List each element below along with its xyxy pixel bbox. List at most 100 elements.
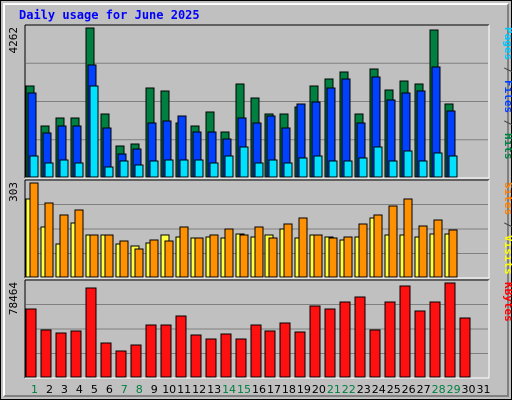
bar-kbytes-day-4 — [70, 330, 82, 378]
bar-pages-day-1 — [29, 155, 39, 178]
legend-entry: / — [502, 215, 512, 235]
bar-pages-day-4 — [74, 162, 84, 178]
bar-kbytes-day-3 — [55, 332, 67, 378]
day-label-31: 31 — [477, 383, 491, 396]
legend-entry: Sites — [502, 182, 512, 215]
bar-pages-day-20 — [313, 155, 323, 178]
bar-sites-day-9 — [149, 239, 159, 278]
legend-kbytes: KBytes — [502, 282, 512, 322]
bar-kbytes-day-19 — [294, 331, 306, 378]
bar-sites-day-10 — [164, 240, 174, 278]
legend-hits-files-pages: Pages / Files / Hits — [502, 27, 512, 160]
frame-bevel — [3, 3, 509, 397]
day-label-20: 20 — [312, 383, 326, 396]
bar-sites-day-16 — [254, 226, 264, 278]
bar-kbytes-day-11 — [175, 315, 187, 378]
bar-kbytes-day-6 — [100, 342, 112, 378]
bar-kbytes-day-22 — [339, 301, 351, 378]
bar-pages-day-7 — [119, 160, 129, 178]
legend-visits-sites: Sites / Visits — [502, 182, 512, 275]
bar-pages-day-17 — [268, 159, 278, 178]
day-label-18: 18 — [282, 383, 296, 396]
bar-kbytes-day-28 — [429, 301, 441, 378]
bar-pages-day-25 — [388, 160, 398, 178]
bar-kbytes-day-26 — [399, 285, 411, 378]
day-label-27: 27 — [417, 383, 431, 396]
bar-kbytes-day-27 — [414, 310, 426, 378]
bar-pages-day-8 — [134, 164, 144, 178]
day-label-12: 12 — [192, 383, 206, 396]
bar-pages-day-28 — [433, 152, 443, 178]
day-label-23: 23 — [357, 383, 371, 396]
bar-pages-day-29 — [448, 155, 458, 178]
bar-pages-day-3 — [59, 159, 69, 178]
day-label-3: 3 — [61, 383, 68, 396]
bar-sites-day-4 — [74, 209, 84, 278]
day-label-13: 13 — [207, 383, 221, 396]
bar-kbytes-day-30 — [459, 317, 471, 378]
day-label-28: 28 — [432, 383, 446, 396]
day-label-9: 9 — [151, 383, 158, 396]
bar-sites-day-19 — [298, 217, 308, 278]
bar-kbytes-day-14 — [220, 333, 232, 378]
bar-sites-day-21 — [328, 237, 338, 278]
bar-sites-day-27 — [418, 225, 428, 278]
day-label-14: 14 — [222, 383, 236, 396]
day-label-4: 4 — [76, 383, 83, 396]
bar-pages-day-11 — [179, 159, 189, 178]
day-label-10: 10 — [162, 383, 176, 396]
ymax-label-visits-sites: 303 — [7, 182, 20, 202]
bar-kbytes-day-17 — [264, 330, 276, 378]
bar-pages-day-9 — [149, 160, 159, 178]
bar-pages-day-15 — [239, 146, 249, 178]
bar-kbytes-day-24 — [369, 329, 381, 378]
bar-kbytes-day-9 — [145, 324, 157, 378]
day-label-1: 1 — [31, 383, 38, 396]
day-label-7: 7 — [121, 383, 128, 396]
bar-pages-day-6 — [104, 166, 114, 178]
day-label-22: 22 — [342, 383, 356, 396]
bar-sites-day-24 — [373, 214, 383, 278]
day-label-5: 5 — [91, 383, 98, 396]
bar-sites-day-7 — [119, 240, 129, 278]
bar-kbytes-day-5 — [85, 287, 97, 378]
bar-pages-day-12 — [194, 159, 204, 178]
bar-sites-day-13 — [209, 234, 219, 278]
bar-sites-day-26 — [403, 198, 413, 278]
bar-pages-day-16 — [254, 162, 264, 178]
bar-sites-day-25 — [388, 205, 398, 278]
legend-entry: / — [502, 60, 512, 80]
legend-entry: KBytes — [502, 282, 512, 322]
bar-kbytes-day-8 — [130, 344, 142, 378]
bar-pages-day-14 — [224, 155, 234, 178]
ymax-label-kbytes: 78464 — [7, 282, 20, 315]
legend-entry: Files — [502, 80, 512, 113]
bar-sites-day-6 — [104, 234, 114, 278]
bar-sites-day-28 — [433, 219, 443, 278]
bar-pages-day-13 — [209, 162, 219, 178]
bar-sites-day-11 — [179, 226, 189, 278]
legend-entry: Visits — [502, 235, 512, 275]
bar-pages-day-26 — [403, 150, 413, 178]
day-label-8: 8 — [136, 383, 143, 396]
bar-kbytes-day-15 — [235, 338, 247, 378]
bar-kbytes-day-10 — [160, 324, 172, 378]
bar-sites-day-23 — [358, 223, 368, 278]
bar-sites-day-5 — [89, 234, 99, 278]
bar-pages-day-5 — [89, 85, 99, 178]
bar-sites-day-18 — [283, 223, 293, 278]
bar-kbytes-day-23 — [354, 296, 366, 378]
day-label-16: 16 — [252, 383, 266, 396]
day-label-21: 21 — [327, 383, 341, 396]
bar-sites-day-3 — [59, 214, 69, 278]
day-label-6: 6 — [106, 383, 113, 396]
day-label-29: 29 — [447, 383, 461, 396]
legend-entry: Pages — [502, 27, 512, 60]
legend-entry: / — [502, 113, 512, 133]
bar-kbytes-day-29 — [444, 282, 456, 378]
legend-entry: Hits — [502, 133, 512, 160]
bar-kbytes-day-7 — [115, 350, 127, 378]
bar-sites-day-20 — [313, 234, 323, 278]
day-label-11: 11 — [177, 383, 191, 396]
day-label-24: 24 — [372, 383, 386, 396]
